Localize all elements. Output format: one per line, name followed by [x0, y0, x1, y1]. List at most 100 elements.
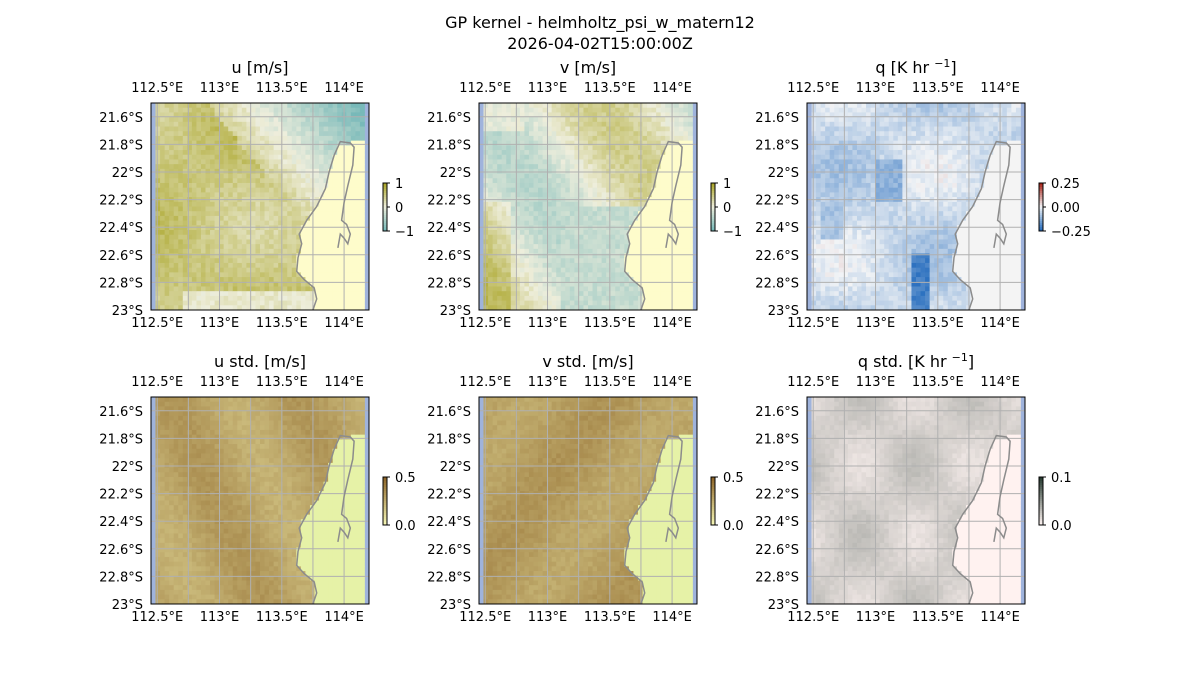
- map-area-v: [479, 103, 697, 310]
- lat-tick-label: 21.6°S: [755, 111, 799, 126]
- map-frame: [806, 396, 1026, 605]
- colorbar-tick-label: 0.5: [395, 471, 416, 486]
- lon-tick-label-top: 112.5°E: [131, 81, 183, 96]
- heatmap-cells: [483, 103, 693, 310]
- panel-title-qstd: q std. [K hr −1]: [858, 351, 974, 371]
- colorbar-qstd: 0.1 0.0: [1038, 471, 1072, 534]
- lon-tick-label-bottom: 113.5°E: [584, 610, 636, 625]
- map-area-qstd: [807, 397, 1025, 604]
- lat-tick-label: 22.8°S: [755, 570, 799, 585]
- map-area-u: [151, 103, 369, 310]
- lat-tick-label: 22.2°S: [99, 194, 143, 209]
- colorbar-vstd: 0.5 0.0: [710, 471, 744, 534]
- lat-tick-label: 22.2°S: [427, 194, 471, 209]
- lat-tick-label: 22.4°S: [427, 515, 471, 530]
- lat-tick-label: 21.8°S: [99, 138, 143, 153]
- coastline: [951, 140, 1011, 310]
- lat-tick-label: 22.8°S: [99, 276, 143, 291]
- lon-tick-label-bottom: 113°E: [856, 316, 896, 331]
- lon-tick-label-top: 112.5°E: [131, 375, 183, 390]
- lat-tick-label: 22.6°S: [755, 543, 799, 558]
- heatmap-cells: [483, 397, 693, 604]
- lon-tick-label-bottom: 113.5°E: [912, 610, 964, 625]
- lat-tick-label: 22.2°S: [99, 488, 143, 503]
- lat-tick-label: 22.2°S: [427, 488, 471, 503]
- lon-tick-label-bottom: 112.5°E: [459, 316, 511, 331]
- panel-ustd: u std. [m/s] 112.5°E 112.5°E 113°E 113°E 113.…: [99, 352, 415, 625]
- map-area-vstd: [479, 397, 697, 604]
- colorbar-tick-label: 0.0: [1051, 519, 1072, 534]
- lon-tick-label-bottom: 113.5°E: [912, 316, 964, 331]
- lat-tick-label: 22.6°S: [755, 249, 799, 264]
- panel-q: q [K hr −1] 112.5°E 112.5°E 113°E 113°E 113.5…: [755, 57, 1091, 331]
- lon-tick-label-top: 113°E: [528, 375, 568, 390]
- lat-tick-label: 22.6°S: [99, 543, 143, 558]
- heatmap-cells: [811, 397, 1021, 604]
- heatmap-cells: [155, 397, 365, 604]
- lon-tick-label-top: 114°E: [980, 375, 1020, 390]
- gridlines: [807, 397, 1025, 604]
- lat-tick-label: 22.4°S: [755, 515, 799, 530]
- lat-tick-label: 22.4°S: [99, 515, 143, 530]
- lon-tick-label-bottom: 114°E: [324, 316, 364, 331]
- lat-tick-label: 22.4°S: [755, 221, 799, 236]
- colorbar-tick-label: 0: [395, 201, 403, 216]
- lon-tick-label-bottom: 113°E: [200, 610, 240, 625]
- lat-tick-label: 21.8°S: [755, 432, 799, 447]
- coastline: [623, 434, 683, 604]
- lon-tick-label-top: 113°E: [200, 375, 240, 390]
- lon-tick-label-top: 114°E: [652, 375, 692, 390]
- lat-tick-label: 21.8°S: [427, 432, 471, 447]
- colorbar-u: 1 0 −1: [382, 177, 414, 240]
- colorbar-tick-label: 0.25: [1051, 177, 1080, 192]
- figure-title: GP kernel - helmholtz_psi_w_matern12: [445, 13, 755, 33]
- lon-tick-label-top: 114°E: [324, 375, 364, 390]
- lon-tick-label-bottom: 114°E: [652, 610, 692, 625]
- lon-tick-label-bottom: 114°E: [980, 610, 1020, 625]
- lon-tick-label-bottom: 112.5°E: [131, 610, 183, 625]
- coastline: [623, 140, 683, 310]
- lat-tick-label: 23°S: [768, 598, 799, 613]
- lon-tick-label-top: 114°E: [980, 81, 1020, 96]
- lat-tick-label: 22.8°S: [99, 570, 143, 585]
- lat-tick-label: 21.6°S: [427, 405, 471, 420]
- lon-tick-label-top: 113.5°E: [256, 375, 308, 390]
- lat-tick-label: 21.6°S: [99, 111, 143, 126]
- lat-tick-label: 22°S: [112, 166, 143, 181]
- colorbar-tick-label: 0.5: [723, 471, 744, 486]
- lat-tick-label: 22.2°S: [755, 488, 799, 503]
- lat-tick-label: 23°S: [440, 598, 471, 613]
- heatmap-cells: [155, 103, 365, 310]
- map-frame: [478, 396, 698, 605]
- lat-tick-label: 22.4°S: [427, 221, 471, 236]
- lon-tick-label-top: 113°E: [200, 81, 240, 96]
- map-area-q: [807, 103, 1025, 310]
- panel-u: u [m/s]112.5°E112.5°E113°E113°E113.5°E11…: [99, 58, 414, 331]
- coastline: [295, 140, 355, 310]
- lon-tick-label-top: 113.5°E: [584, 375, 636, 390]
- gridlines: [479, 103, 697, 310]
- colorbar-tick-label: 1: [395, 177, 403, 192]
- colorbar-tick-label: 0.00: [1051, 201, 1080, 216]
- lat-tick-label: 22°S: [768, 460, 799, 475]
- lon-tick-label-top: 113°E: [528, 81, 568, 96]
- colorbar-tick-label: 0.1: [1051, 471, 1072, 486]
- lon-tick-label-top: 114°E: [652, 81, 692, 96]
- lat-tick-label: 22°S: [112, 460, 143, 475]
- map-frame: [150, 102, 370, 311]
- lat-tick-label: 22°S: [440, 460, 471, 475]
- colorbar-v: 1 0 −1: [710, 177, 742, 240]
- panel-vstd: v std. [m/s] 112.5°E 112.5°E 113°E 113°E 113.…: [427, 352, 743, 625]
- colorbar-tick-label: −1: [395, 225, 414, 240]
- lat-tick-label: 22.4°S: [99, 221, 143, 236]
- panel-v: v [m/s]112.5°E112.5°E113°E113°E113.5°E11…: [427, 58, 742, 331]
- lat-tick-label: 21.8°S: [755, 138, 799, 153]
- lon-tick-label-top: 112.5°E: [787, 375, 839, 390]
- lat-tick-label: 22.6°S: [99, 249, 143, 264]
- lat-tick-label: 23°S: [112, 304, 143, 319]
- lon-tick-label-top: 113.5°E: [584, 81, 636, 96]
- lat-tick-label: 21.8°S: [427, 138, 471, 153]
- lon-tick-label-top: 113.5°E: [912, 81, 964, 96]
- map-frame: [478, 102, 698, 311]
